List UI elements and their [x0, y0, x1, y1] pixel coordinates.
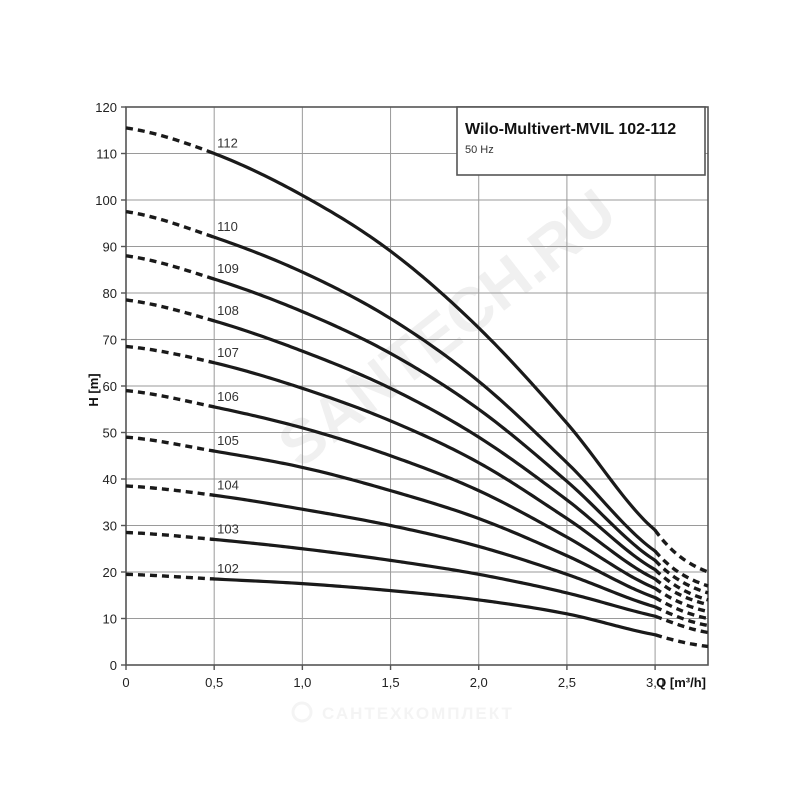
curve-label-106: 106	[217, 389, 239, 404]
curve-label-102: 102	[217, 561, 239, 576]
y-tick-label: 20	[103, 565, 117, 580]
x-tick-label: 0	[122, 675, 129, 690]
curve-label-108: 108	[217, 303, 239, 318]
curve-segment-solid	[212, 277, 657, 562]
x-tick-label: 1,5	[382, 675, 400, 690]
curve-segment-dashed	[125, 484, 215, 497]
pump-curve-107	[125, 344, 709, 607]
pump-curve-108	[125, 298, 709, 602]
curve-label-110: 110	[217, 219, 238, 234]
curve-segment-dashed	[653, 549, 709, 588]
curve-segment-solid	[212, 151, 657, 532]
y-tick-label: 30	[103, 519, 117, 534]
curve-segment-dashed	[125, 530, 215, 542]
curve-segment-solid	[212, 537, 657, 618]
x-tick-label: 2,0	[470, 675, 488, 690]
pump-curve-102	[125, 572, 709, 649]
curve-segment-dashed	[654, 605, 709, 628]
curve-label-109: 109	[217, 261, 239, 276]
curve-segment-dashed	[653, 568, 709, 602]
x-tick-label: 0,5	[205, 675, 223, 690]
y-tick-label: 70	[103, 333, 117, 348]
curve-segment-dashed	[125, 388, 215, 409]
curve-label-105: 105	[217, 433, 239, 448]
curve-segment-dashed	[654, 586, 709, 614]
chart-subtitle: 50 Hz	[465, 144, 494, 156]
x-tick-label: 3,0	[646, 675, 664, 690]
pump-curve-105	[125, 435, 709, 621]
watermark-logo-icon	[291, 701, 313, 723]
y-axis-title: H [m]	[86, 373, 101, 406]
curve-segment-dashed	[653, 559, 709, 595]
curve-segment-solid	[212, 319, 657, 572]
curve-segment-dashed	[125, 435, 215, 453]
curve-segment-dashed	[654, 577, 709, 607]
curve-segment-dashed	[125, 254, 215, 281]
x-axis: 0 0,5 1,0 1,5 2,0 2,5 3,0Q [m³/h]	[122, 665, 706, 690]
pump-curve-110	[125, 209, 709, 588]
y-tick-label: 90	[103, 240, 117, 255]
chart-title-box: Wilo-Multivert-MVIL 102-112 50 Hz	[456, 106, 706, 176]
watermark-diagonal: SANTECH.RU	[266, 176, 629, 481]
curve-segment-solid	[212, 577, 657, 637]
curve-segment-dashed	[125, 572, 215, 581]
curve-segment-dashed	[125, 344, 215, 365]
y-tick-label: 50	[103, 426, 117, 441]
pump-curve-109	[125, 254, 709, 595]
x-tick-label: 1,0	[293, 675, 311, 690]
y-tick-label: 0	[110, 658, 117, 673]
pump-curve-106	[125, 388, 709, 614]
title-box-frame	[456, 106, 706, 176]
curve-segment-dashed	[654, 596, 709, 621]
curve-label-107: 107	[217, 345, 239, 360]
x-axis-title: Q [m³/h]	[656, 675, 706, 690]
curve-segment-dashed	[125, 298, 215, 323]
watermark-bottom: САНТЕХКОМПЛЕКТ	[291, 701, 514, 723]
pump-curve-103	[125, 530, 709, 635]
pump-curve-104	[125, 484, 709, 628]
y-tick-label: 110	[96, 147, 117, 162]
curve-labels: 112 110 109 108 107 106 105 104 103 102	[217, 136, 239, 576]
watermark-bottom-text: САНТЕХКОМПЛЕКТ	[322, 704, 514, 723]
curve-label-112: 112	[217, 136, 238, 151]
curve-segment-solid	[212, 361, 657, 581]
curve-segment-solid	[212, 405, 657, 590]
curve-segment-dashed	[654, 633, 709, 649]
curve-segment-dashed	[125, 209, 215, 239]
pump-curve-112	[125, 126, 709, 574]
curve-segment-dashed	[653, 529, 709, 574]
y-tick-label: 80	[103, 286, 117, 301]
x-tick-label: 2,5	[558, 675, 576, 690]
y-tick-label: 120	[95, 100, 117, 115]
y-tick-label: 100	[95, 193, 117, 208]
y-tick-label: 60	[103, 379, 117, 394]
y-axis: 0 10 20 30 40 50 60 70 80 90 100 110 120 H [m]	[86, 100, 126, 673]
svg-text:SANTECH.RU: SANTECH.RU	[266, 176, 629, 481]
chart-title: Wilo-Multivert-MVIL 102-112	[465, 121, 676, 138]
curve-label-104: 104	[217, 477, 239, 492]
y-tick-label: 10	[103, 612, 117, 627]
curves	[125, 126, 709, 649]
curve-segment-solid	[212, 235, 657, 553]
curve-label-103: 103	[217, 521, 239, 536]
curve-segment-dashed	[125, 126, 215, 156]
curve-segment-solid	[212, 493, 657, 609]
curve-segment-solid	[212, 449, 657, 600]
y-tick-label: 40	[103, 472, 117, 487]
curve-segment-dashed	[654, 614, 709, 635]
